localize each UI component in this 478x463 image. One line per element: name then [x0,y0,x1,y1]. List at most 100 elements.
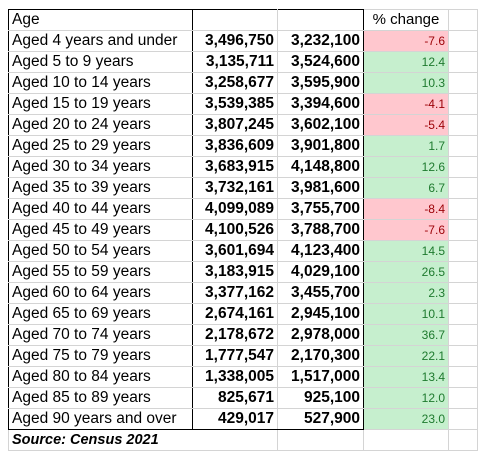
pct-change-cell[interactable]: 23.0 [363,408,449,430]
pct-change-cell[interactable]: 2.3 [363,282,449,304]
pct-change-cell[interactable]: 1.7 [363,135,449,157]
pct-change-cell[interactable]: -7.6 [363,219,449,241]
empty-cell[interactable] [448,9,478,31]
pct-change-cell[interactable]: 12.6 [363,156,449,178]
population-2021-cell[interactable]: 3,732,161 [192,177,278,199]
population-2021-cell[interactable]: 3,807,245 [192,114,278,136]
population-2016-cell[interactable]: 3,602,100 [277,114,364,136]
population-2021-cell[interactable]: 3,496,750 [192,30,278,52]
age-group-cell[interactable]: Aged 65 to 69 years [8,303,193,325]
age-group-cell[interactable]: Aged 10 to 14 years [8,72,193,94]
age-group-cell[interactable]: Aged 75 to 79 years [8,345,193,367]
pct-change-cell[interactable]: 12.4 [363,51,449,73]
age-group-cell[interactable]: Aged 5 to 9 years [8,51,193,73]
empty-header-cell-2016[interactable] [277,9,364,31]
population-2016-cell[interactable]: 3,755,700 [277,198,364,220]
age-group-cell[interactable]: Aged 40 to 44 years [8,198,193,220]
empty-cell[interactable] [448,219,478,241]
population-2021-cell[interactable]: 3,683,915 [192,156,278,178]
age-header-cell[interactable]: Age [8,9,193,31]
pct-change-cell[interactable]: 10.3 [363,72,449,94]
empty-cell[interactable] [448,30,478,52]
empty-cell[interactable] [448,240,478,262]
population-2021-cell[interactable]: 3,183,915 [192,261,278,283]
age-group-cell[interactable]: Aged 90 years and over [8,408,193,430]
empty-cell[interactable] [363,429,449,451]
pct-change-cell[interactable]: 6.7 [363,177,449,199]
pct-change-cell[interactable]: 26.5 [363,261,449,283]
empty-cell[interactable] [448,114,478,136]
population-2016-cell[interactable]: 2,945,100 [277,303,364,325]
population-2021-cell[interactable]: 3,377,162 [192,282,278,304]
population-2021-cell[interactable]: 3,836,609 [192,135,278,157]
population-2021-cell[interactable]: 2,178,672 [192,324,278,346]
population-2016-cell[interactable]: 4,029,100 [277,261,364,283]
population-2021-cell[interactable]: 4,099,089 [192,198,278,220]
population-2021-cell[interactable]: 3,539,385 [192,93,278,115]
population-2021-cell[interactable]: 429,017 [192,408,278,430]
population-2016-cell[interactable]: 4,123,400 [277,240,364,262]
age-group-cell[interactable]: Aged 35 to 39 years [8,177,193,199]
population-2016-cell[interactable]: 527,900 [277,408,364,430]
population-2016-cell[interactable]: 2,978,000 [277,324,364,346]
pct-change-cell[interactable]: 12.0 [363,387,449,409]
pct-change-header-cell[interactable]: % change [363,9,449,31]
population-2016-cell[interactable]: 4,148,800 [277,156,364,178]
age-group-cell[interactable]: Aged 60 to 64 years [8,282,193,304]
age-group-cell[interactable]: Aged 4 years and under [8,30,193,52]
pct-change-cell[interactable]: 36.7 [363,324,449,346]
age-group-cell[interactable]: Aged 30 to 34 years [8,156,193,178]
population-2016-cell[interactable]: 1,517,000 [277,366,364,388]
age-group-cell[interactable]: Aged 55 to 59 years [8,261,193,283]
empty-cell[interactable] [448,177,478,199]
age-group-cell[interactable]: Aged 45 to 49 years [8,219,193,241]
population-2021-cell[interactable]: 4,100,526 [192,219,278,241]
pct-change-cell[interactable]: 22.1 [363,345,449,367]
age-group-cell[interactable]: Aged 80 to 84 years [8,366,193,388]
population-2016-cell[interactable]: 3,455,700 [277,282,364,304]
population-2016-cell[interactable]: 2,170,300 [277,345,364,367]
pct-change-cell[interactable]: 10.1 [363,303,449,325]
empty-cell[interactable] [448,282,478,304]
empty-cell[interactable] [448,366,478,388]
pct-change-cell[interactable]: -8.4 [363,198,449,220]
empty-header-cell-2021[interactable] [192,9,278,31]
population-2016-cell[interactable]: 3,524,600 [277,51,364,73]
empty-cell[interactable] [448,198,478,220]
empty-cell[interactable] [448,51,478,73]
population-2021-cell[interactable]: 3,135,711 [192,51,278,73]
empty-cell[interactable] [448,135,478,157]
pct-change-cell[interactable]: -4.1 [363,93,449,115]
empty-cell[interactable] [448,429,478,451]
age-group-cell[interactable]: Aged 85 to 89 years [8,387,193,409]
age-group-cell[interactable]: Aged 70 to 74 years [8,324,193,346]
population-2021-cell[interactable]: 825,671 [192,387,278,409]
empty-cell[interactable] [448,345,478,367]
population-2016-cell[interactable]: 3,595,900 [277,72,364,94]
population-2021-cell[interactable]: 1,777,547 [192,345,278,367]
empty-cell[interactable] [448,408,478,430]
pct-change-cell[interactable]: 14.5 [363,240,449,262]
population-2016-cell[interactable]: 3,981,600 [277,177,364,199]
population-2016-cell[interactable]: 3,394,600 [277,93,364,115]
empty-cell[interactable] [448,387,478,409]
empty-cell[interactable] [448,261,478,283]
pct-change-cell[interactable]: 13.4 [363,366,449,388]
age-group-cell[interactable]: Aged 15 to 19 years [8,93,193,115]
population-2021-cell[interactable]: 3,258,677 [192,72,278,94]
population-2016-cell[interactable]: 3,232,100 [277,30,364,52]
age-group-cell[interactable]: Aged 25 to 29 years [8,135,193,157]
empty-cell[interactable] [448,324,478,346]
age-group-cell[interactable]: Aged 50 to 54 years [8,240,193,262]
empty-cell[interactable] [277,429,364,451]
pct-change-cell[interactable]: -7.6 [363,30,449,52]
age-group-cell[interactable]: Aged 20 to 24 years [8,114,193,136]
source-note-cell[interactable]: Source: Census 2021 [8,429,278,451]
pct-change-cell[interactable]: -5.4 [363,114,449,136]
population-2021-cell[interactable]: 2,674,161 [192,303,278,325]
population-2016-cell[interactable]: 925,100 [277,387,364,409]
empty-cell[interactable] [448,72,478,94]
empty-cell[interactable] [448,303,478,325]
empty-cell[interactable] [448,156,478,178]
population-2016-cell[interactable]: 3,901,800 [277,135,364,157]
